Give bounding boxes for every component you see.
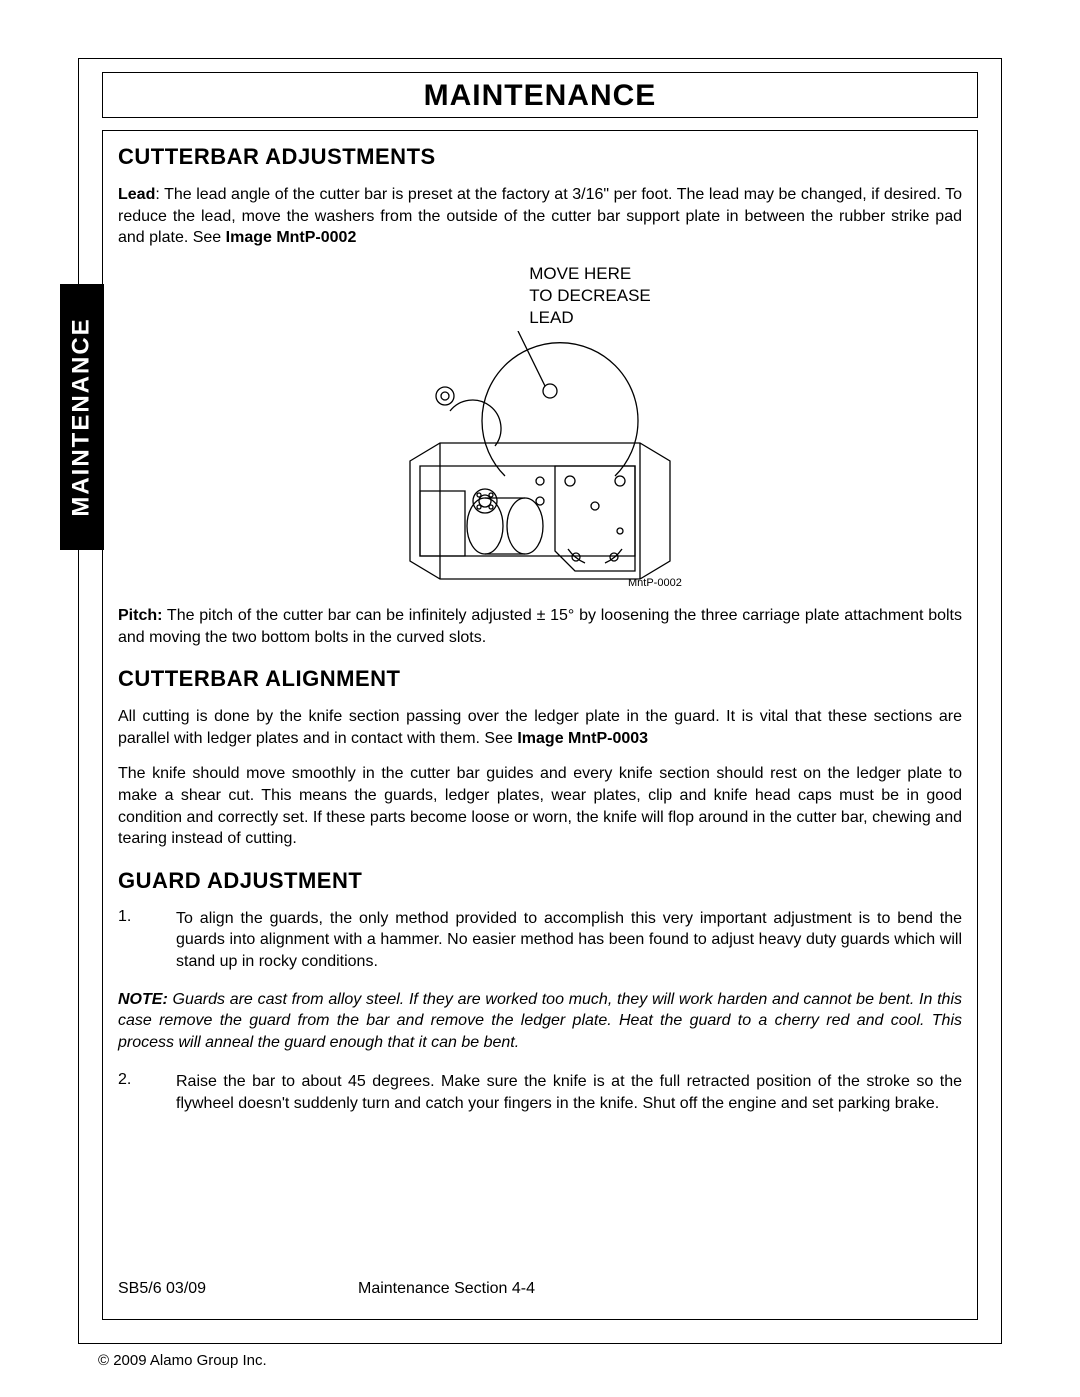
content: CUTTERBAR ADJUSTMENTS Lead: The lead ang…	[118, 144, 962, 1131]
item2-text: Raise the bar to about 45 degrees. Make …	[176, 1071, 962, 1114]
item1-text: To align the guards, the only method pro…	[176, 908, 962, 973]
diagram-label-1: MOVE HERE	[529, 264, 631, 283]
lead-paragraph: Lead: The lead angle of the cutter bar i…	[118, 184, 962, 249]
lead-label: Lead	[118, 186, 155, 203]
page-title: MAINTENANCE	[424, 79, 657, 112]
alignment-para2: The knife should move smoothly in the cu…	[118, 763, 962, 849]
cutterbar-diagram: MntP-0002	[390, 331, 690, 591]
lead-image-ref: Image MntP-0002	[226, 229, 357, 246]
diagram-label-3: LEAD	[529, 308, 573, 327]
diagram-callout: MOVE HERE TO DECREASE LEAD	[529, 263, 651, 329]
alignment-image-ref: Image MntP-0003	[517, 730, 648, 747]
heading-guard-adjustment: GUARD ADJUSTMENT	[118, 868, 962, 894]
note-label: NOTE:	[118, 991, 168, 1008]
heading-cutterbar-adjustments: CUTTERBAR ADJUSTMENTS	[118, 144, 962, 170]
section-cutterbar-alignment: CUTTERBAR ALIGNMENT All cutting is done …	[118, 666, 962, 850]
side-tab: MAINTENANCE	[60, 284, 104, 550]
footer-left: SB5/6 03/09	[118, 1280, 318, 1298]
item2-number: 2.	[118, 1071, 176, 1114]
item1-number: 1.	[118, 908, 176, 973]
diagram-wrap: MOVE HERE TO DECREASE LEAD	[118, 263, 962, 591]
footer: SB5/6 03/09 Maintenance Section 4-4	[118, 1280, 962, 1298]
guard-note: NOTE: Guards are cast from alloy steel. …	[118, 989, 962, 1054]
title-box: MAINTENANCE	[102, 72, 978, 118]
diagram-id: MntP-0002	[628, 577, 682, 589]
note-text: Guards are cast from alloy steel. If the…	[118, 991, 962, 1051]
copyright: © 2009 Alamo Group Inc.	[98, 1352, 267, 1369]
pitch-paragraph: Pitch: The pitch of the cutter bar can b…	[118, 605, 962, 648]
guard-item-1: 1. To align the guards, the only method …	[118, 908, 962, 973]
pitch-text: The pitch of the cutter bar can be infin…	[118, 607, 962, 646]
heading-cutterbar-alignment: CUTTERBAR ALIGNMENT	[118, 666, 962, 692]
guard-item-2: 2. Raise the bar to about 45 degrees. Ma…	[118, 1071, 962, 1114]
pitch-label: Pitch:	[118, 607, 162, 624]
page: MAINTENANCE MAINTENANCE CUTTERBAR ADJUST…	[0, 0, 1080, 1397]
alignment-para1: All cutting is done by the knife section…	[118, 706, 962, 749]
footer-center: Maintenance Section 4-4	[318, 1280, 962, 1298]
side-tab-label: MAINTENANCE	[68, 317, 96, 516]
diagram-label-2: TO DECREASE	[529, 286, 651, 305]
section-guard-adjustment: GUARD ADJUSTMENT 1. To align the guards,…	[118, 868, 962, 1115]
